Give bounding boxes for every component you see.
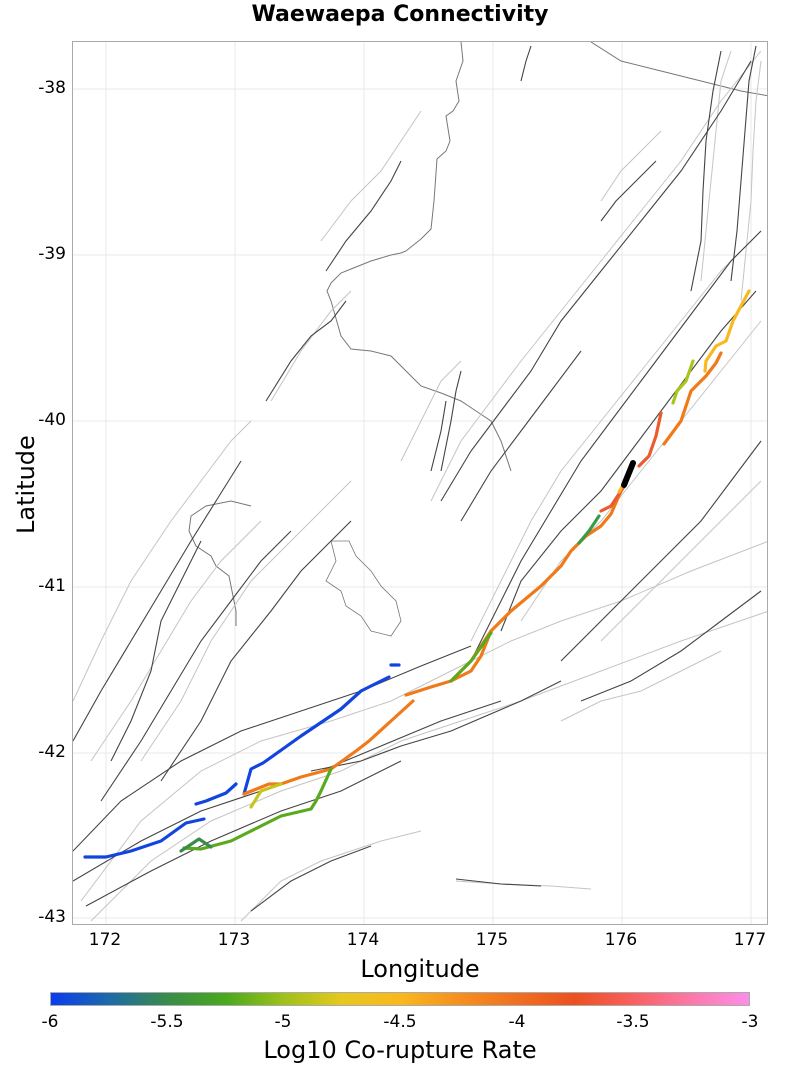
colorbar-tick-label: -4.5 xyxy=(383,1012,417,1032)
map-canvas xyxy=(73,42,767,924)
fault-traces xyxy=(73,45,762,912)
rupture-trace-jordan xyxy=(249,782,283,809)
x-tick-label: 173 xyxy=(217,930,251,950)
rupture-trace-forest-lakes xyxy=(577,514,601,545)
target-fault-waewaepa xyxy=(621,460,636,488)
x-tick-label: 175 xyxy=(475,930,509,950)
colorbar-tick-label: -4 xyxy=(508,1012,526,1032)
x-tick-label: 172 xyxy=(88,930,122,950)
chart-title: Waewaepa Connectivity xyxy=(251,2,549,27)
colorbar-tick-label: -5.5 xyxy=(150,1012,184,1032)
y-tick-label: -39 xyxy=(38,244,66,264)
y-tick-label: -38 xyxy=(38,78,66,98)
rupture-trace-wairau-mid xyxy=(194,782,238,806)
rupture-trace-wellington-branch xyxy=(449,629,493,683)
y-axis-label: Latitude xyxy=(12,435,40,534)
co-rupture-traces xyxy=(83,289,751,859)
rupture-trace-ruahine-north xyxy=(637,411,663,468)
rupture-trace-hope-west xyxy=(179,837,213,853)
x-tick-label: 176 xyxy=(604,930,638,950)
x-tick-label: 177 xyxy=(733,930,767,950)
colorbar-tick-label: -6 xyxy=(41,1012,59,1032)
x-tick-label: 174 xyxy=(346,930,380,950)
colorbar xyxy=(50,992,750,1006)
colorbar-title: Log10 Co-rupture Rate xyxy=(263,1036,537,1064)
rupture-trace-wairau-west xyxy=(83,817,206,859)
y-tick-label: -42 xyxy=(38,742,66,762)
rupture-trace-awatere-ne xyxy=(404,679,453,697)
fault-patches xyxy=(73,50,767,922)
colorbar-tick-label: -5 xyxy=(274,1012,292,1032)
rupture-trace-mohaka-north xyxy=(703,289,751,373)
colorbar-tick-label: -3 xyxy=(741,1012,759,1032)
x-axis-label: Longitude xyxy=(360,955,480,983)
colorbar-tick-label: -3.5 xyxy=(616,1012,650,1032)
rupture-trace-ruahine-east xyxy=(671,359,695,405)
y-tick-label: -41 xyxy=(38,576,66,596)
gridlines xyxy=(73,42,767,924)
y-tick-label: -40 xyxy=(38,410,66,430)
rupture-trace-wairau-east xyxy=(242,675,391,796)
map-plot-area xyxy=(72,41,768,925)
rupture-trace-green-link xyxy=(449,631,493,683)
y-tick-label: -43 xyxy=(38,907,66,927)
rupture-trace-mohaka-east xyxy=(662,351,723,446)
